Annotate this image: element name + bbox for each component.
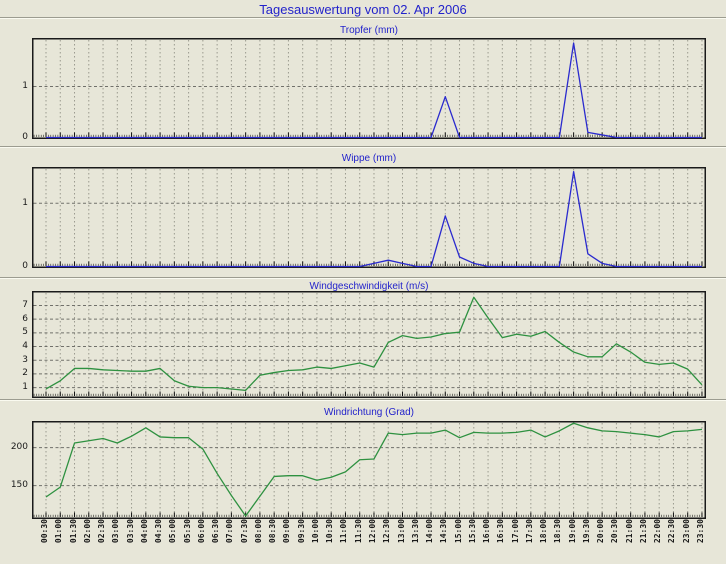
x-tick-label: 12:30	[382, 519, 392, 544]
x-tick-label: 19:00	[567, 519, 577, 544]
x-tick-label: 10:30	[325, 519, 335, 544]
x-tick-label: 18:30	[553, 519, 563, 544]
x-tick-label: 06:30	[211, 519, 221, 544]
x-tick-label: 19:30	[581, 519, 591, 544]
chart-plot-1	[32, 167, 706, 268]
page-title: Tagesauswertung vom 02. Apr 2006	[259, 2, 467, 17]
title-separator	[0, 17, 726, 19]
chart-separator	[0, 277, 726, 279]
x-tick-label: 14:00	[425, 519, 435, 544]
x-tick-label: 03:00	[111, 519, 121, 544]
y-tick-label: 5	[22, 327, 28, 338]
chart-plot-2	[32, 291, 706, 398]
y-tick-label: 150	[10, 480, 28, 491]
x-tick-label: 04:30	[154, 519, 164, 544]
y-tick-label: 2	[22, 368, 28, 379]
x-tick-label: 21:30	[638, 519, 648, 544]
x-tick-label: 02:30	[97, 519, 107, 544]
x-tick-label: 15:00	[453, 519, 463, 544]
data-line-0	[46, 42, 702, 139]
x-tick-label: 17:30	[524, 519, 534, 544]
x-tick-label: 08:30	[268, 519, 278, 544]
x-tick-label: 17:00	[510, 519, 520, 544]
chart-title-tropfer: Tropfer (mm)	[340, 25, 398, 36]
y-tick-label: 4	[22, 341, 28, 352]
x-tick-label: 15:30	[467, 519, 477, 544]
y-tick-label: 7	[22, 300, 28, 310]
x-tick-label: 00:30	[40, 519, 49, 544]
chart-separator	[0, 399, 726, 401]
y-tick-label: 3	[22, 354, 28, 365]
x-tick-label: 18:00	[539, 519, 549, 544]
x-tick-label: 16:00	[482, 519, 492, 544]
x-tick-label: 05:30	[182, 519, 192, 544]
x-tick-label: 06:00	[196, 519, 206, 544]
y-tick-label: 1	[22, 197, 28, 208]
x-tick-label: 01:30	[68, 519, 78, 544]
x-tick-label: 05:00	[168, 519, 178, 544]
x-tick-label: 02:00	[82, 519, 92, 544]
data-line-3	[45, 422, 703, 517]
data-line-2	[45, 296, 703, 391]
x-tick-label: 10:00	[310, 519, 320, 544]
x-tick-label: 08:00	[253, 519, 263, 544]
x-tick-label: 23:00	[681, 519, 691, 544]
x-tick-label: 11:30	[353, 519, 363, 544]
y-tick-label: 0	[22, 261, 28, 271]
x-tick-label: 23:30	[695, 519, 705, 544]
x-tick-label: 22:00	[653, 519, 663, 544]
chart-plot-3	[32, 421, 706, 519]
y-tick-label: 0	[22, 132, 28, 142]
y-tick-label: 200	[10, 442, 28, 453]
chart-title-windrichtung: Windrichtung (Grad)	[323, 407, 415, 418]
x-tick-label: 12:00	[367, 519, 377, 544]
chart-title-wippe: Wippe (mm)	[341, 153, 397, 164]
x-tick-label: 14:30	[439, 519, 449, 544]
y-tick-label: 1	[22, 382, 28, 393]
chart-plot-0	[32, 38, 706, 139]
data-line-1	[46, 171, 702, 268]
x-tick-label: 09:30	[296, 519, 306, 544]
x-tick-label: 04:00	[139, 519, 149, 544]
x-tick-label: 13:30	[410, 519, 420, 544]
x-tick-label: 11:00	[339, 519, 349, 544]
x-tick-label: 07:30	[239, 519, 249, 544]
chart-separator	[0, 146, 726, 148]
x-tick-label: 07:00	[225, 519, 235, 544]
x-tick-label: 13:00	[396, 519, 406, 544]
x-tick-label: 09:00	[282, 519, 292, 544]
x-tick-label: 22:30	[667, 519, 677, 544]
x-tick-label: 16:30	[496, 519, 506, 544]
chart-title-windgeschwindigkeit: Windgeschwindigkeit (m/s)	[309, 281, 429, 292]
x-tick-label: 01:00	[54, 519, 64, 544]
x-tick-label: 21:00	[624, 519, 634, 544]
x-tick-label: 20:00	[596, 519, 606, 544]
x-tick-label: 20:30	[610, 519, 620, 544]
y-tick-label: 6	[22, 313, 28, 324]
y-tick-label: 1	[22, 80, 28, 91]
x-tick-label: 03:30	[125, 519, 135, 544]
